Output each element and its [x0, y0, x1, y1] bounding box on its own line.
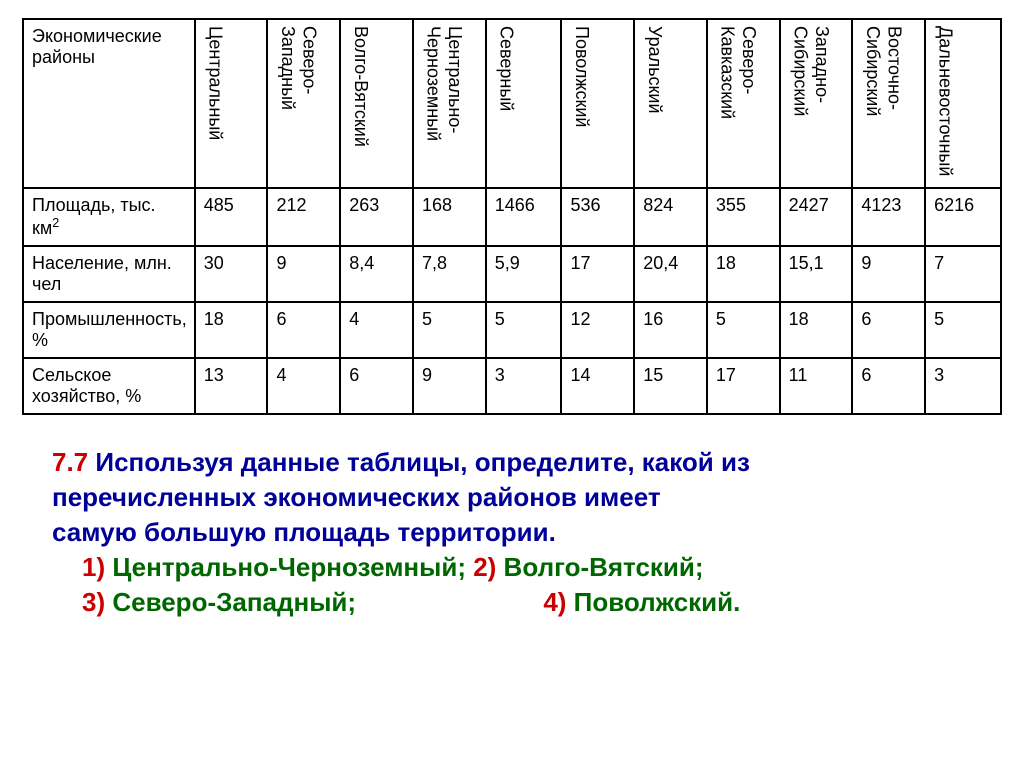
col-header: Уральский	[634, 19, 707, 188]
option-text: Поволжский.	[566, 587, 740, 617]
col-header: Северный	[486, 19, 562, 188]
question-block: 7.7 Используя данные таблицы, определите…	[22, 445, 1002, 620]
data-cell: 6	[340, 358, 413, 414]
data-cell: 8,4	[340, 246, 413, 302]
data-cell: 4	[267, 358, 340, 414]
data-cell: 9	[852, 246, 925, 302]
data-cell: 15,1	[780, 246, 853, 302]
col-header: Волго-Вятский	[340, 19, 413, 188]
corner-label: Экономические районы	[32, 26, 162, 67]
table-row: Площадь, тыс. км248521226316814665368243…	[23, 188, 1001, 246]
option-number: 3)	[82, 587, 105, 617]
col-header: Восточно-Сибирский	[852, 19, 925, 188]
data-cell: 6	[852, 358, 925, 414]
data-cell: 20,4	[634, 246, 707, 302]
question-text: Используя данные таблицы, определите, ка…	[88, 447, 750, 477]
data-cell: 5	[413, 302, 486, 358]
row-label-cell: Население, млн. чел	[23, 246, 195, 302]
data-cell: 30	[195, 246, 268, 302]
data-cell: 11	[780, 358, 853, 414]
option-number: 4)	[543, 587, 566, 617]
col-header-label: Северо-Западный	[276, 26, 319, 166]
table-row: Промышленность, %186455121651865	[23, 302, 1001, 358]
option-text: Волго-Вятский;	[496, 552, 703, 582]
options-line-2: 3) Северо-Западный; 4) Поволжский.	[52, 585, 1002, 620]
col-header: Северо-Кавказский	[707, 19, 780, 188]
col-header: Дальневосточный	[925, 19, 1001, 188]
data-cell: 6	[852, 302, 925, 358]
data-cell: 5	[925, 302, 1001, 358]
question-text-line: перечисленных экономических районов имее…	[52, 480, 1002, 515]
data-cell: 355	[707, 188, 780, 246]
col-header-label: Северо-Кавказский	[716, 26, 759, 166]
data-cell: 5	[707, 302, 780, 358]
data-cell: 18	[707, 246, 780, 302]
table-row: Сельское хозяйство, %1346931415171163	[23, 358, 1001, 414]
question-number: 7.7	[52, 447, 88, 477]
data-cell: 7	[925, 246, 1001, 302]
data-cell: 9	[413, 358, 486, 414]
data-cell: 7,8	[413, 246, 486, 302]
row-label-cell: Сельское хозяйство, %	[23, 358, 195, 414]
col-header: Центрально-Черноземный	[413, 19, 486, 188]
row-label-cell: Площадь, тыс. км2	[23, 188, 195, 246]
data-cell: 18	[780, 302, 853, 358]
data-cell: 1466	[486, 188, 562, 246]
data-cell: 6216	[925, 188, 1001, 246]
options-line-1: 1) Центрально-Черноземный; 2) Волго-Вятс…	[52, 550, 1002, 585]
economic-regions-table: Экономические районы Центральный Северо-…	[22, 18, 1002, 415]
col-header-label: Центральный	[204, 26, 226, 166]
data-cell: 9	[267, 246, 340, 302]
option-number: 1)	[82, 552, 105, 582]
col-header: Северо-Западный	[267, 19, 340, 188]
data-cell: 4	[340, 302, 413, 358]
col-header-label: Поволжский	[570, 26, 592, 166]
data-cell: 13	[195, 358, 268, 414]
col-header-label: Волго-Вятский	[349, 26, 371, 166]
col-header-label: Уральский	[643, 26, 665, 166]
data-cell: 6	[267, 302, 340, 358]
data-cell: 5	[486, 302, 562, 358]
col-header-label: Восточно-Сибирский	[861, 26, 904, 166]
data-cell: 2427	[780, 188, 853, 246]
col-header-label: Дальневосточный	[934, 26, 956, 166]
table-corner-cell: Экономические районы	[23, 19, 195, 188]
question-text-line: самую большую площадь территории.	[52, 515, 1002, 550]
data-cell: 18	[195, 302, 268, 358]
col-header: Центральный	[195, 19, 268, 188]
table-row: Население, млн. чел3098,47,85,91720,4181…	[23, 246, 1001, 302]
col-header-label: Северный	[495, 26, 517, 166]
data-cell: 15	[634, 358, 707, 414]
data-cell: 263	[340, 188, 413, 246]
data-cell: 536	[561, 188, 634, 246]
data-cell: 485	[195, 188, 268, 246]
option-text: Северо-Западный;	[105, 587, 356, 617]
data-cell: 14	[561, 358, 634, 414]
data-cell: 3	[486, 358, 562, 414]
data-cell: 3	[925, 358, 1001, 414]
table-header-row: Экономические районы Центральный Северо-…	[23, 19, 1001, 188]
data-cell: 4123	[852, 188, 925, 246]
col-header: Поволжский	[561, 19, 634, 188]
question-line: 7.7 Используя данные таблицы, определите…	[52, 445, 1002, 480]
row-label-cell: Промышленность, %	[23, 302, 195, 358]
option-text: Центрально-Черноземный;	[105, 552, 473, 582]
data-cell: 17	[561, 246, 634, 302]
col-header: Западно-Сибирский	[780, 19, 853, 188]
col-header-label: Центрально-Черноземный	[422, 26, 465, 166]
data-cell: 5,9	[486, 246, 562, 302]
data-cell: 17	[707, 358, 780, 414]
option-number: 2)	[473, 552, 496, 582]
data-cell: 168	[413, 188, 486, 246]
data-cell: 16	[634, 302, 707, 358]
data-cell: 12	[561, 302, 634, 358]
col-header-label: Западно-Сибирский	[789, 26, 832, 166]
data-cell: 824	[634, 188, 707, 246]
data-cell: 212	[267, 188, 340, 246]
